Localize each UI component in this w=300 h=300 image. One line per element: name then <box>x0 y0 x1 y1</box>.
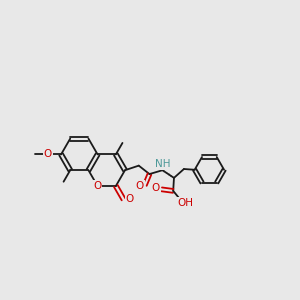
Text: O: O <box>125 194 134 204</box>
Text: OH: OH <box>177 198 194 208</box>
Text: O: O <box>152 183 160 193</box>
Text: O: O <box>136 181 144 191</box>
Text: NH: NH <box>155 159 171 169</box>
Text: O: O <box>94 181 102 191</box>
Text: O: O <box>44 149 52 159</box>
